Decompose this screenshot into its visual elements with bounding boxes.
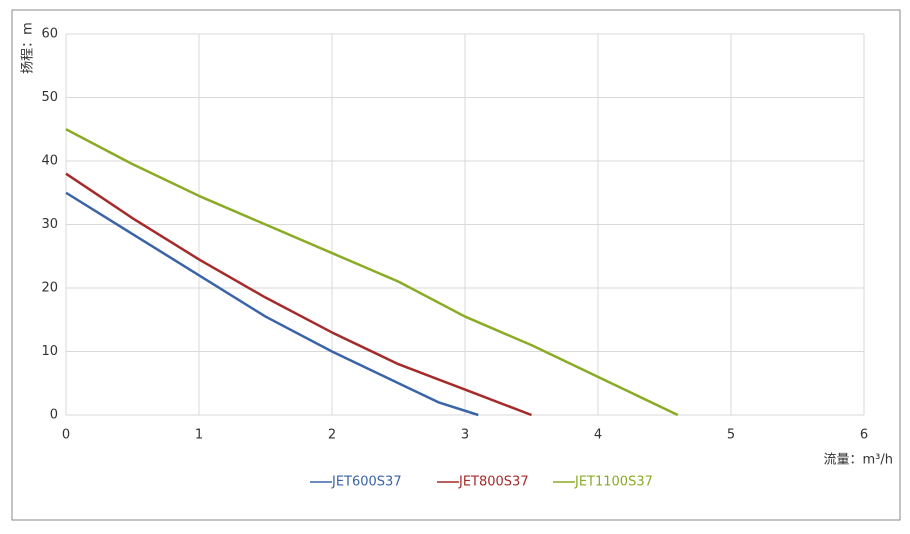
y-tick-label: 50 xyxy=(41,90,58,105)
x-tick-label: 3 xyxy=(461,428,469,443)
series-line xyxy=(65,172,532,417)
legend-label: JET800S37 xyxy=(458,475,529,490)
y-tick-label: 60 xyxy=(41,27,58,42)
x-tick-label: 0 xyxy=(62,428,70,443)
legend-label: JET600S37 xyxy=(331,475,402,490)
chart-frame xyxy=(11,9,901,521)
x-tick-label: 5 xyxy=(727,428,735,443)
series-line xyxy=(65,191,479,417)
y-tick-label: 10 xyxy=(41,344,58,359)
y-tick-label: 40 xyxy=(41,154,58,169)
x-tick-label: 6 xyxy=(860,428,868,443)
y-axis-label: 扬程：m xyxy=(21,22,36,74)
x-tick-label: 4 xyxy=(594,428,602,443)
x-tick-label: 1 xyxy=(195,428,203,443)
x-tick-label: 2 xyxy=(328,428,336,443)
y-tick-label: 20 xyxy=(41,281,58,296)
x-axis-label: 流量：m³/h xyxy=(824,453,894,468)
series-line xyxy=(65,128,679,417)
y-tick-label: 0 xyxy=(50,408,58,423)
legend-label: JET1100S37 xyxy=(574,475,653,490)
y-tick-label: 30 xyxy=(41,217,58,232)
